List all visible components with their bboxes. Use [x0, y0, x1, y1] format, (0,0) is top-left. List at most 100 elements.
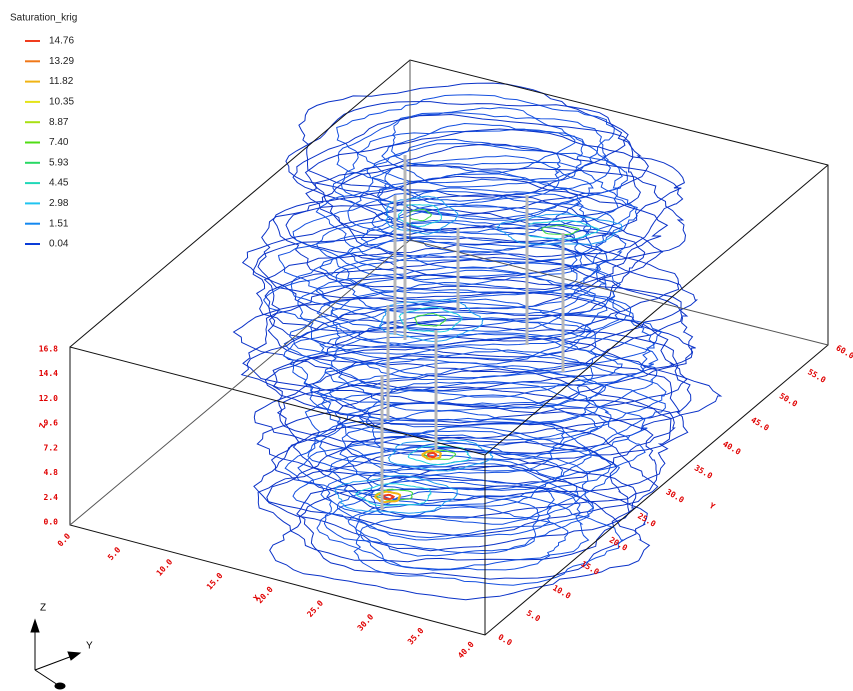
contour-line — [329, 442, 564, 507]
box-edge — [409, 239, 829, 346]
contour-line — [347, 219, 582, 286]
contour-line — [292, 446, 595, 539]
contour-line — [371, 187, 592, 254]
contour-line — [347, 161, 636, 251]
contour-line — [423, 449, 457, 460]
contour-line — [358, 381, 612, 447]
contour-line — [256, 386, 672, 502]
legend-label: 2.98 — [49, 198, 69, 209]
contour-line — [391, 107, 576, 174]
z-tick-label: 14.4 — [39, 369, 58, 378]
contour-line — [340, 129, 628, 219]
contour-line — [374, 490, 402, 504]
triad-z-label: Z — [40, 603, 46, 614]
contour-line — [264, 256, 689, 374]
z-tick-label: 2.4 — [44, 493, 59, 502]
contour-line — [264, 322, 692, 440]
contour-line — [366, 138, 561, 206]
contour-line — [257, 194, 664, 310]
legend-label: 14.76 — [49, 36, 74, 47]
contour-line — [285, 101, 649, 216]
contour-line — [297, 269, 632, 361]
legend-label: 10.35 — [49, 97, 74, 108]
contour-line — [307, 401, 646, 491]
z-tick-label: 16.8 — [39, 345, 58, 354]
legend-label: 1.51 — [49, 218, 69, 229]
contour-line — [339, 426, 592, 491]
contour-line — [407, 445, 471, 466]
contour-line — [324, 332, 623, 398]
z-tick-label: 9.6 — [44, 419, 59, 428]
contour-line — [336, 474, 555, 541]
contour-line — [298, 82, 629, 198]
z-tick-label: 4.8 — [44, 468, 59, 477]
legend-label: 0.04 — [49, 239, 69, 250]
triad-arrow — [67, 651, 82, 661]
triad-y-label: Y — [86, 641, 93, 652]
legend-label: 5.93 — [49, 157, 69, 168]
triad-arrow — [30, 618, 40, 633]
z-tick-label: 7.2 — [44, 443, 59, 452]
contour-line — [292, 113, 641, 231]
contour-line — [289, 288, 656, 379]
contour-line — [355, 483, 432, 507]
x-axis-title: X — [252, 593, 262, 603]
contour-line — [240, 307, 688, 424]
contour-line — [263, 241, 699, 358]
contour-line — [387, 439, 494, 472]
legend-label: 8.87 — [49, 117, 69, 128]
z-axis-title: Z — [38, 422, 48, 429]
legend-label: 7.40 — [49, 137, 69, 148]
contour-line — [421, 449, 442, 461]
contour-line — [413, 313, 447, 327]
contour-line — [426, 451, 438, 459]
contour-line — [270, 401, 658, 519]
wells — [380, 155, 565, 510]
triad-x — [34, 669, 59, 686]
contour-line — [378, 299, 484, 342]
contour-line — [276, 368, 676, 485]
contour-line — [304, 381, 648, 472]
legend: 14.76 13.29 11.82 10.35 8.87 7.40 5.93 4.45 2.98… — [25, 36, 74, 250]
z-tick-label: 0.0 — [44, 518, 59, 527]
contour-line — [540, 224, 580, 235]
contour-line — [319, 314, 597, 380]
contour-line — [242, 291, 696, 408]
contour-line — [334, 475, 458, 514]
contour-line — [292, 190, 615, 281]
contour-line — [360, 506, 569, 571]
contour-line — [272, 337, 723, 454]
contour-line — [262, 254, 622, 346]
contour-line — [336, 94, 615, 184]
contour-line — [495, 213, 623, 246]
contour-line — [311, 349, 667, 441]
y-axis-title: Y — [708, 501, 717, 511]
contour-line — [385, 195, 459, 235]
triad-arrow — [54, 682, 66, 690]
contour-line — [290, 239, 616, 331]
legend-title: Saturation_krig — [10, 13, 77, 24]
contour-line — [323, 462, 595, 555]
contour-line — [316, 281, 608, 348]
legend-label: 4.45 — [49, 178, 69, 189]
z-tick-label: 12.0 — [39, 394, 58, 403]
contour-line — [297, 430, 621, 520]
contour-line — [336, 112, 612, 202]
contour-line — [304, 128, 686, 242]
contour-line — [347, 490, 541, 557]
contour-line — [341, 410, 566, 476]
contour-line — [397, 204, 443, 228]
orientation-triad — [30, 618, 82, 690]
legend-label: 13.29 — [49, 56, 74, 67]
contour-line — [398, 306, 463, 333]
contour-line — [337, 345, 594, 412]
box-edge — [69, 239, 411, 526]
legend-label: 11.82 — [49, 76, 74, 87]
contour-line — [285, 165, 687, 280]
triad-y — [34, 654, 76, 671]
contour-line — [253, 355, 689, 472]
bounding-box — [69, 59, 829, 636]
contour-line — [353, 495, 625, 586]
